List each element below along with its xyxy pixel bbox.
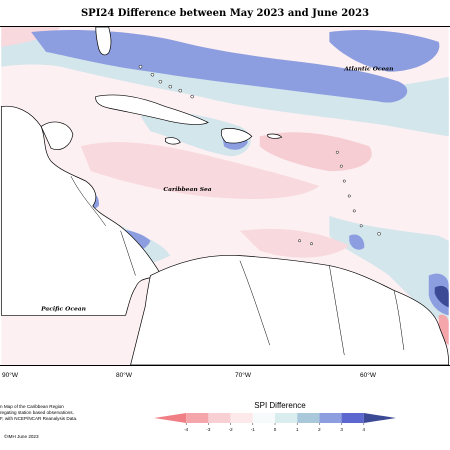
land-puerto-rico: [267, 133, 283, 139]
legend-tick-label: 3: [340, 427, 343, 432]
legend-colorbar: -4 -3 -2 -1 0 1 2 3 4: [154, 413, 396, 432]
anomaly-light-blue-greater-antilles: [140, 112, 251, 157]
atlantic-ocean-label: Atlantic Ocean: [343, 66, 393, 73]
map-credit: n Map of the Caribbean Region regating s…: [0, 404, 150, 422]
legend-swatch: [297, 413, 320, 423]
land-jamaica: [165, 137, 181, 145]
copyright-text: ©IMH June 2023: [4, 434, 39, 439]
legend-tick-label: 4: [363, 427, 366, 432]
anomaly-pink-central: [80, 142, 320, 199]
anomaly-darkblue-guyana: [434, 285, 449, 308]
small-islands: [138, 65, 381, 246]
longitude-label-60w: 60°W: [360, 372, 376, 379]
legend-tick-label: -1: [251, 427, 255, 432]
land-yucatan: [40, 121, 74, 150]
credit-line-1: n Map of the Caribbean Region: [0, 404, 64, 409]
land-south-america: [130, 254, 450, 365]
legend-tick-label: -4: [184, 427, 188, 432]
anomaly-blue-venezuela: [349, 234, 365, 250]
legend-swatch: [319, 413, 342, 423]
legend-swatch: [275, 413, 298, 423]
credit-line-3: F, with NCEP/NCAR Reanalysis Data.: [0, 416, 78, 421]
land-florida: [95, 27, 112, 56]
map-title: SPI24 Difference between May 2023 and Ju…: [80, 8, 370, 19]
legend-tick-label: -3: [206, 427, 210, 432]
legend-tick-label: 0: [274, 427, 277, 432]
legend-tick-label: 1: [296, 427, 299, 432]
legend-swatch: [154, 413, 187, 423]
legend-tick-label: -2: [229, 427, 233, 432]
land-hispaniola: [220, 128, 253, 144]
anomaly-blue-atlantic: [329, 30, 440, 72]
legend-swatch: [186, 413, 209, 423]
land: [0, 27, 450, 365]
borders: [70, 176, 405, 356]
map-canvas: Atlantic Ocean Caribbean Sea Pacific Oce…: [0, 26, 450, 366]
anomaly-pink-east: [259, 132, 372, 172]
legend-swatch: [252, 413, 275, 423]
pacific-ocean-label: Pacific Ocean: [40, 305, 86, 312]
legend-tick-label: 2: [318, 427, 321, 432]
land-cuba: [95, 94, 209, 126]
caribbean-sea-label: Caribbean Sea: [163, 186, 211, 193]
longitude-label-80w: 80°W: [116, 372, 132, 379]
legend-swatch: [341, 413, 364, 423]
anomaly-blue-florida-bahamas: [31, 30, 408, 103]
anomaly-pink-brazil: [438, 314, 449, 346]
anomaly-pink-south: [239, 228, 350, 258]
longitude-label-90w: 90°W: [2, 372, 18, 379]
legend-swatch: [230, 413, 253, 423]
longitude-label-70w: 70°W: [235, 372, 251, 379]
land-mexico-central-america: [0, 105, 161, 316]
credit-line-2: regating station based observations,: [0, 410, 74, 415]
legend-swatch: [208, 413, 231, 423]
legend-title: SPI Difference: [254, 401, 306, 410]
legend-swatch: [363, 413, 396, 423]
